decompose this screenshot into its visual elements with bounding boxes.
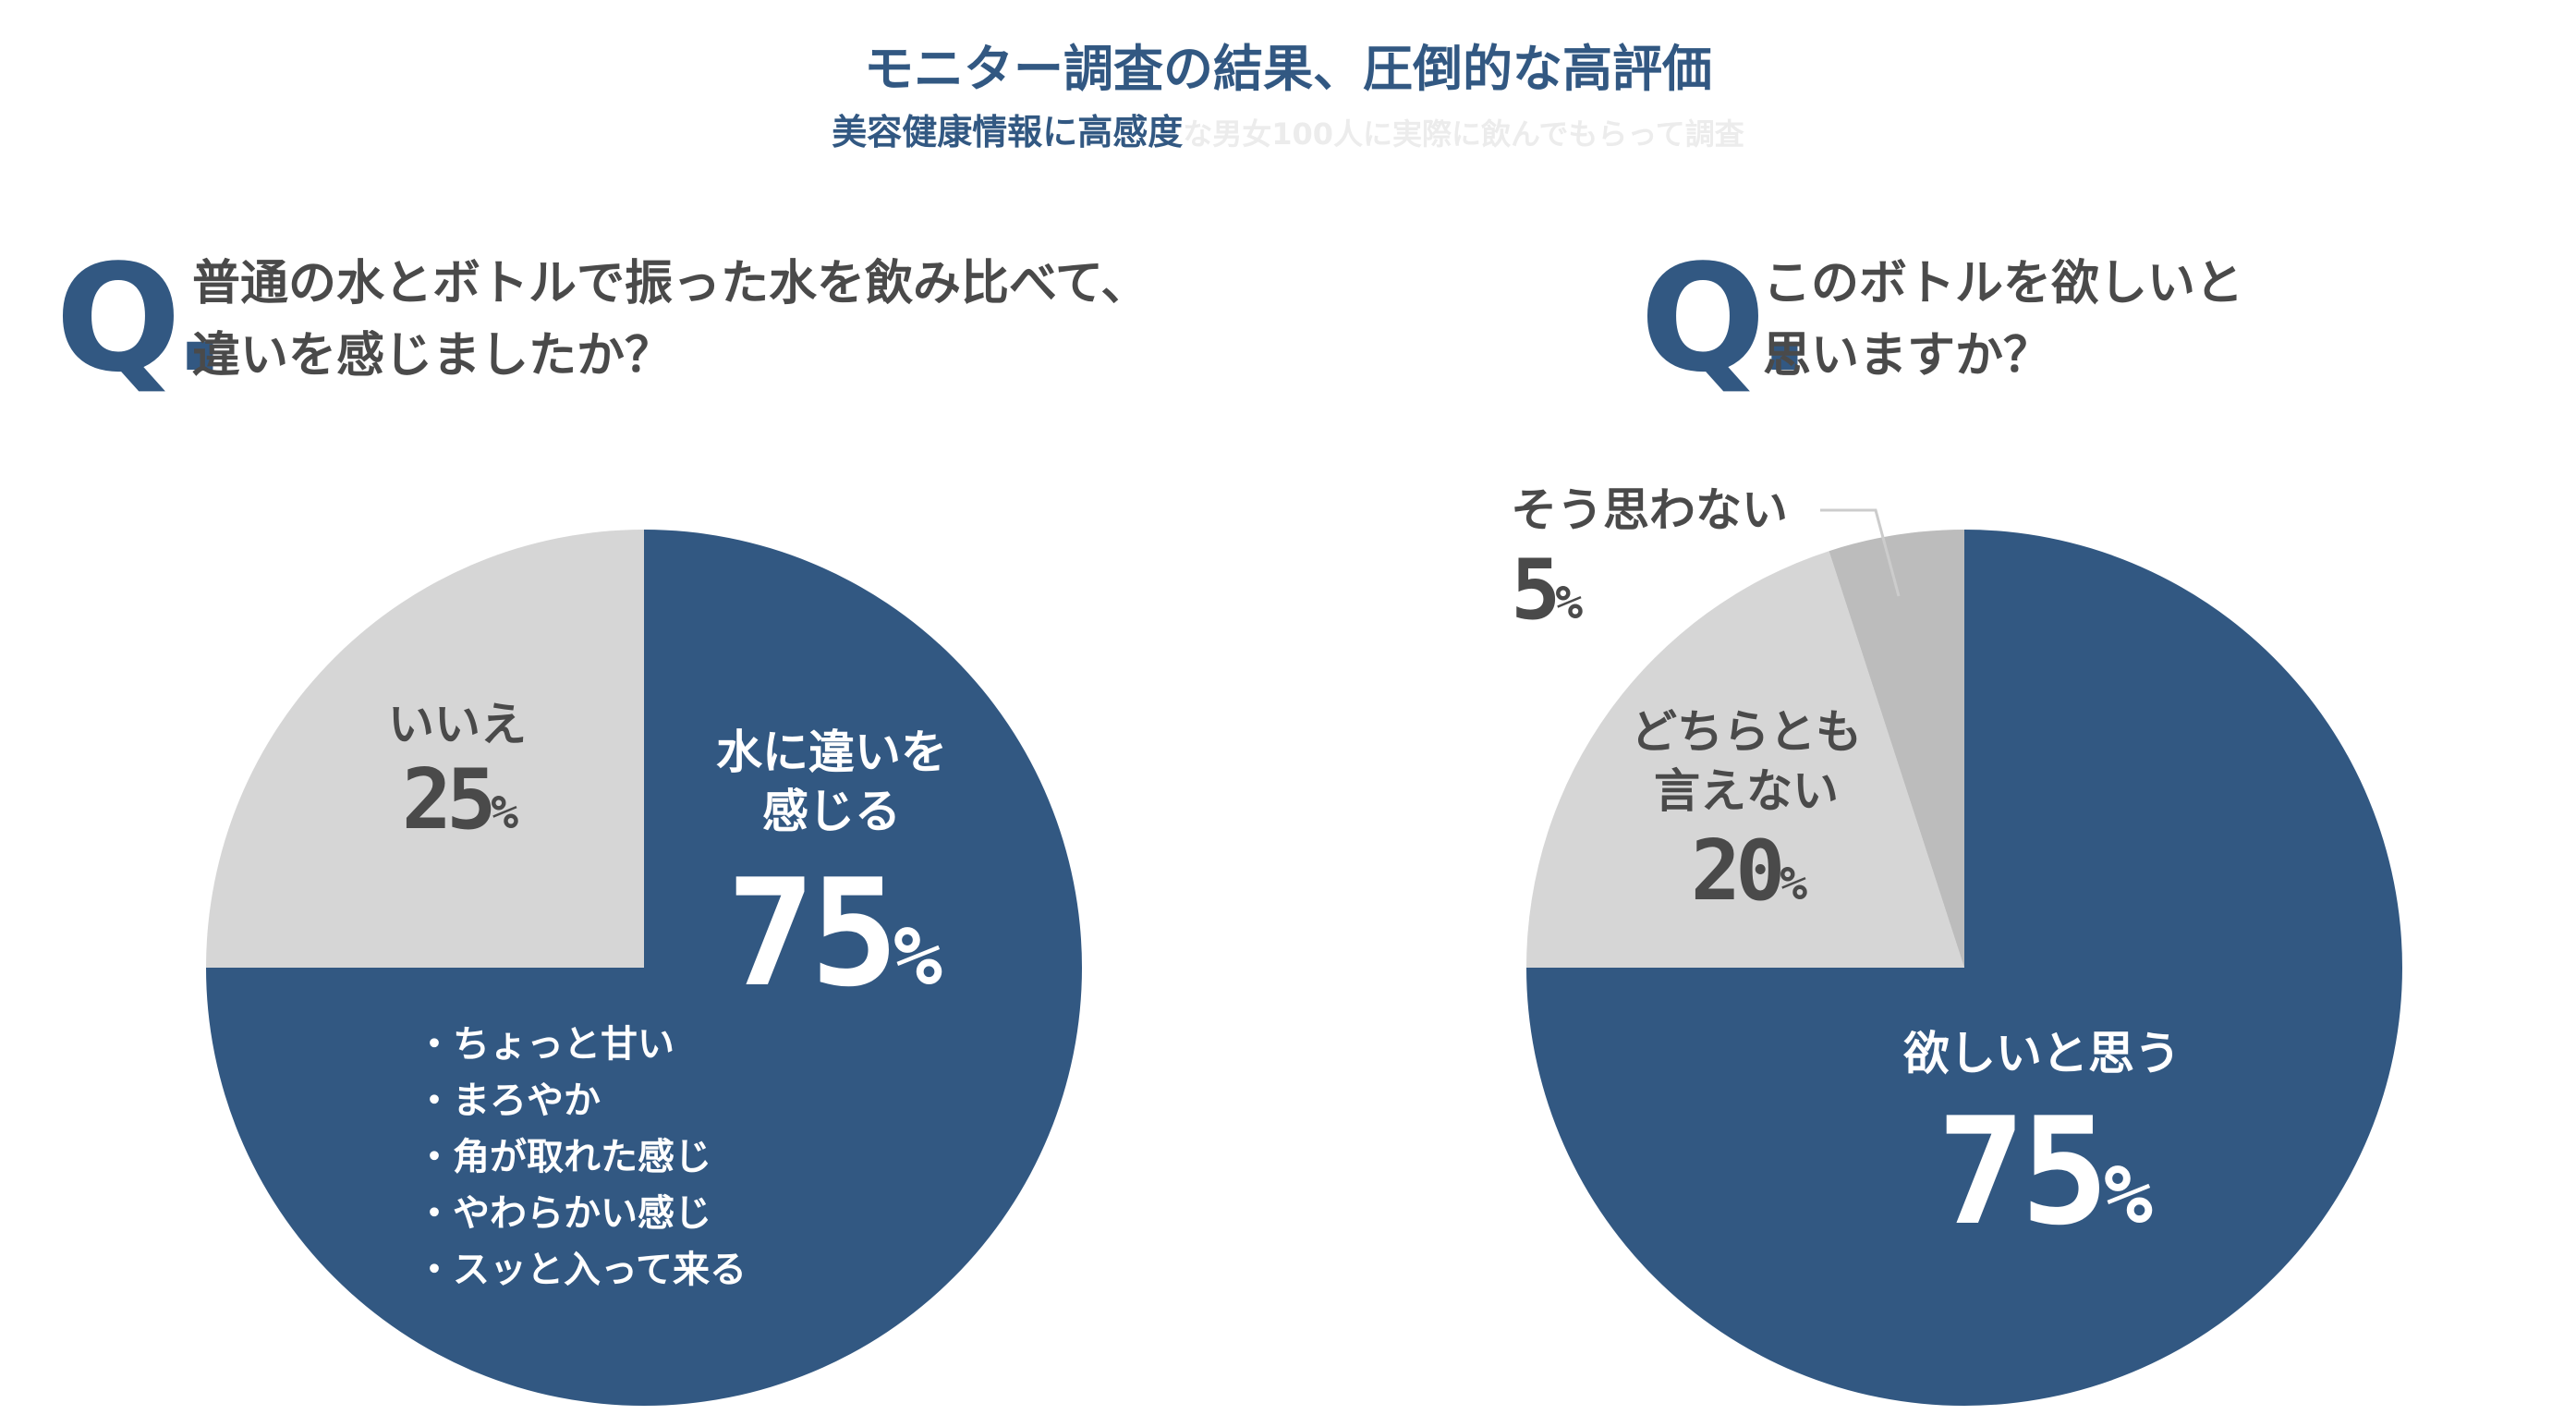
comment-item: ・ちょっと甘い bbox=[416, 1023, 674, 1066]
question-1-line: 違いを感じましたか？ bbox=[192, 328, 674, 384]
comment-item: ・スッと入って来る bbox=[416, 1249, 747, 1291]
comment-item: ・まろやか bbox=[416, 1079, 601, 1122]
comment-item: ・やわらかい感じ bbox=[416, 1192, 711, 1235]
question-2-line: 思いますか？ bbox=[1763, 328, 2052, 384]
page-title: モニター調査の結果、圧倒的な高評価 bbox=[864, 40, 1712, 98]
slice-label-text: 欲しいと思う bbox=[1903, 1027, 2181, 1080]
slice-label-text: そう思わない bbox=[1511, 483, 1788, 537]
slice-label-text: 水に違いを bbox=[716, 726, 947, 779]
slice-label-text: いいえ bbox=[388, 698, 527, 751]
comment-item: ・角が取れた感じ bbox=[416, 1136, 711, 1178]
slice-label-disagree: そう思わない 5% bbox=[1511, 481, 1788, 653]
slice-label-text: 感じる bbox=[762, 785, 901, 838]
slice-label-neutral: どちらとも 言えない 20% bbox=[1608, 702, 1885, 934]
question-2: このボトルを欲しいと 思いますか？ bbox=[1763, 248, 2243, 392]
slice-label-want: 欲しいと思う 75% bbox=[1848, 1024, 2236, 1278]
comment-list: ・ちょっと甘い ・まろやか ・角が取れた感じ ・やわらかい感じ ・スッと入って来… bbox=[416, 1017, 747, 1299]
slice-value-disagree: 5% bbox=[1511, 542, 1583, 639]
question-1: 普通の水とボトルで振った水を飲み比べて、 違いを感じましたか？ bbox=[192, 248, 1148, 392]
slice-label-no: いいえ 25% bbox=[342, 695, 573, 859]
q-mark-1: Q. bbox=[55, 232, 228, 405]
slice-value-no: 25% bbox=[401, 751, 518, 848]
question-1-line: 普通の水とボトルで振った水を飲み比べて、 bbox=[192, 256, 1149, 311]
subtitle-rest: な男女100人に実際に飲んでもらって調査 bbox=[1183, 116, 1744, 152]
question-2-line: このボトルを欲しいと bbox=[1763, 256, 2244, 311]
subtitle-highlight: 美容健康情報に高感度 bbox=[832, 112, 1184, 152]
slice-label-text: 言えない bbox=[1654, 764, 1839, 818]
q-mark-2: Q. bbox=[1640, 232, 1813, 405]
slice-value-neutral: 20% bbox=[1690, 823, 1807, 920]
pie-1-slice-2 bbox=[206, 530, 644, 968]
leader-line bbox=[1820, 508, 1901, 597]
slice-value-want: 75% bbox=[1937, 1085, 2153, 1258]
slice-value-yes: 75% bbox=[726, 847, 942, 1019]
pie-2-slice-3 bbox=[1829, 530, 1964, 968]
slice-label-yes: 水に違いを 感じる 75% bbox=[665, 723, 998, 1040]
page-subtitle: 美容健康情報に高感度な男女100人に実際に飲んでもらって調査 bbox=[0, 104, 2576, 154]
slice-label-text: どちらとも bbox=[1631, 705, 1862, 759]
pie-2-slice-2 bbox=[1526, 551, 1964, 968]
